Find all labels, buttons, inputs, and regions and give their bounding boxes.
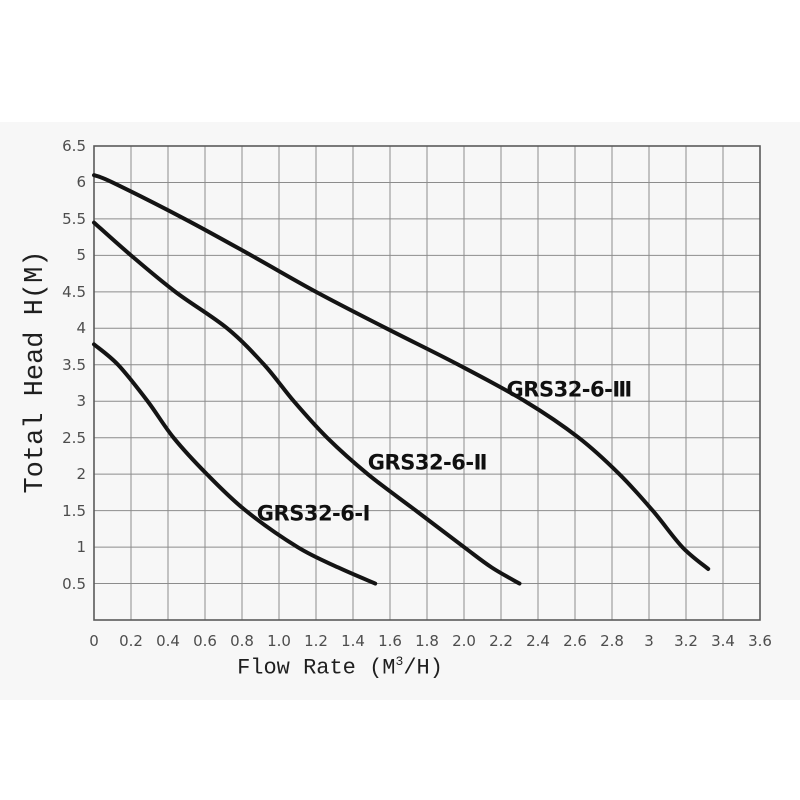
x-tick-label: 1.4 [341, 632, 365, 650]
y-tick-label: 1 [76, 538, 86, 557]
y-tick-label: 6.5 [62, 137, 86, 155]
x-tick-label: 3.2 [674, 632, 698, 650]
x-tick-label: 1.6 [378, 632, 402, 650]
x-tick-label: 1.8 [415, 632, 439, 650]
y-tick-label: 2.5 [62, 428, 86, 447]
x-tick-label: 2.8 [600, 632, 624, 650]
y-tick-label: 3 [76, 392, 86, 411]
y-tick-label: 1.5 [62, 501, 86, 520]
x-axis-title-prefix: Flow Rate (M [237, 655, 396, 681]
y-tick-label: 5.5 [62, 209, 86, 228]
x-tick-label: 1.0 [267, 632, 291, 650]
x-tick-label: 0.2 [119, 632, 143, 650]
x-tick-label: 0.8 [230, 632, 254, 650]
x-tick-label: 2.4 [526, 632, 550, 650]
x-tick-label: 0.4 [156, 632, 180, 650]
y-tick-label: 5 [76, 246, 86, 265]
x-tick-label: 3.6 [748, 632, 772, 650]
x-axis-title-sup: 3 [395, 654, 404, 669]
x-tick-label: 2.2 [489, 632, 513, 650]
y-tick-label: 3.5 [62, 355, 86, 374]
x-tick-label: 2.6 [563, 632, 587, 650]
curve-label-GRS32-6-II: GRS32-6-Ⅱ [367, 450, 488, 475]
curve-label-GRS32-6-III: GRS32-6-Ⅲ [506, 377, 633, 402]
y-axis-title-text: Total Head H(M) [21, 250, 51, 494]
x-tick-label: 2.0 [452, 632, 476, 650]
x-tick-label: 0 [89, 632, 99, 650]
curve-GRS32-6-II [92, 220, 522, 586]
curve-label-GRS32-6-I: GRS32-6-Ⅰ [256, 501, 371, 526]
curve-GRS32-6-III [92, 173, 711, 571]
x-tick-label: 3.4 [711, 632, 735, 650]
y-tick-label: 2 [76, 465, 86, 484]
chart-panel [0, 122, 800, 700]
y-tick-label: 0.5 [62, 574, 86, 593]
x-axis-title: Flow Rate (M3/H) [0, 654, 680, 680]
y-tick-label: 4 [76, 319, 86, 338]
x-tick-label: 1.2 [304, 632, 328, 650]
y-tick-label: 4.5 [62, 282, 86, 301]
curve-GRS32-6-I [92, 342, 378, 586]
plot-border [93, 145, 761, 621]
x-tick-label: 0.6 [193, 632, 217, 650]
x-tick-label: 3 [644, 632, 654, 650]
x-axis-title-suffix: /H) [403, 655, 443, 681]
y-tick-label: 6 [76, 173, 86, 192]
